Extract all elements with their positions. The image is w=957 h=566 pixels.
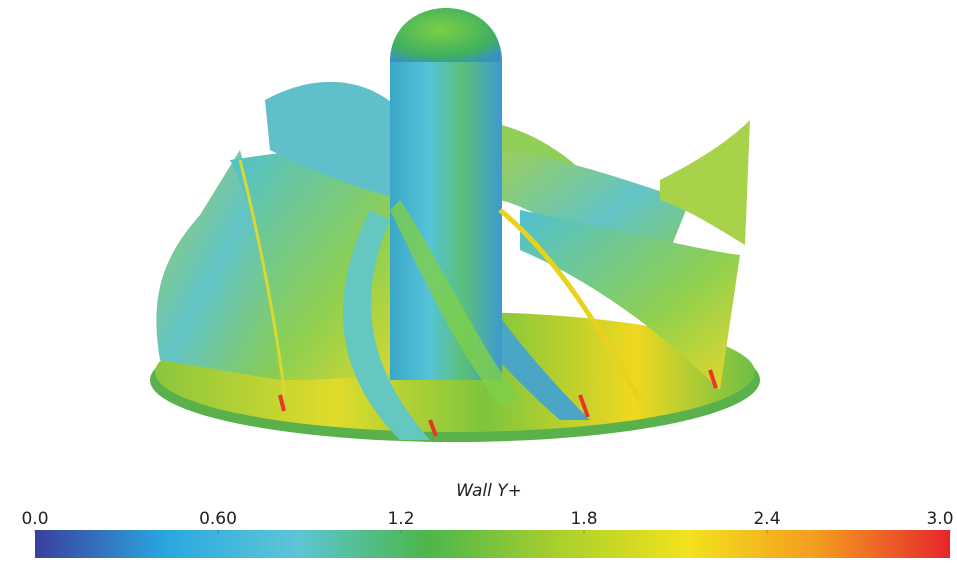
tick-label: 3.0 (926, 509, 953, 529)
tick-label: 1.8 (570, 509, 597, 529)
tick-label: 0.60 (199, 509, 237, 529)
impeller-render (150, 8, 760, 442)
colorbar-title: Wall Y+ (456, 481, 522, 501)
tick-label: 2.4 (753, 509, 780, 529)
page: Wall Y+ 0.00.601.21.82.43.0 (() => { con… (0, 0, 957, 562)
figure: Wall Y+ 0.0 0.60 1.2 1.8 2.4 3.0 (0, 0, 957, 562)
colorbar (35, 530, 950, 558)
tick-label: 0.0 (21, 509, 48, 529)
tick-label: 1.2 (387, 509, 414, 529)
